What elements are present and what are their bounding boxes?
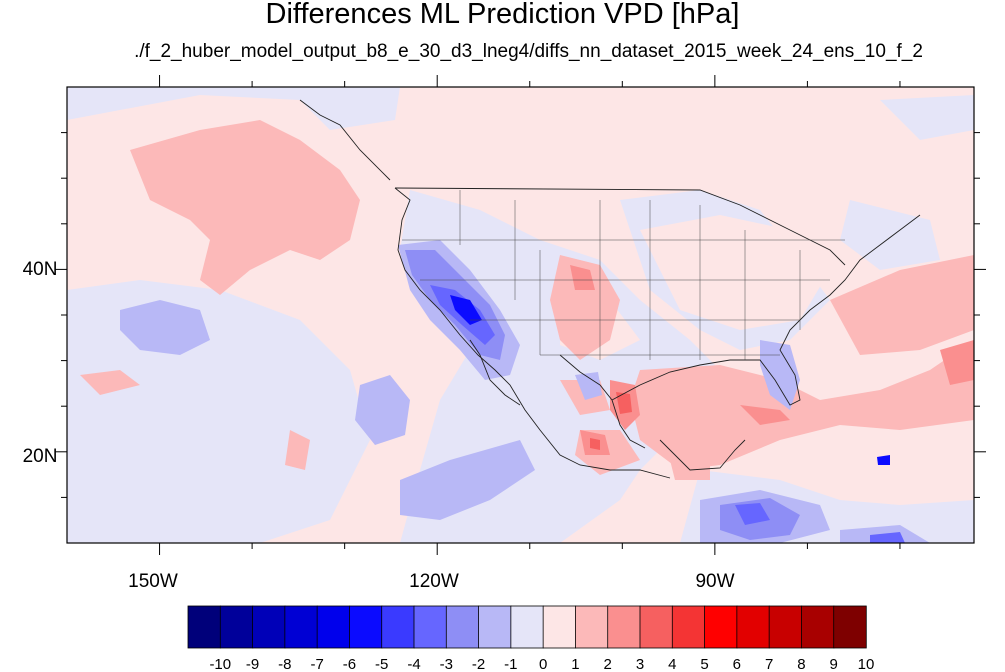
colorbar-swatch xyxy=(607,605,641,649)
colorbar-label: -6 xyxy=(343,656,356,672)
colorbar-swatch xyxy=(639,605,673,649)
colorbar-swatch xyxy=(801,605,835,649)
plot-subtitle: ./f_2_huber_model_output_b8_e_30_d3_lneg… xyxy=(134,41,923,62)
colorbar-label: 3 xyxy=(636,656,644,672)
colorbar-label: 9 xyxy=(830,656,838,672)
positive-4-regions xyxy=(590,392,632,450)
colorbar xyxy=(187,605,867,649)
colorbar-label: 2 xyxy=(604,656,612,672)
colorbar-label: 4 xyxy=(668,656,676,672)
colorbar-label: -5 xyxy=(375,656,388,672)
colorbar-label: -8 xyxy=(278,656,291,672)
colorbar-label: 5 xyxy=(700,656,708,672)
axis-ticks xyxy=(55,75,986,555)
colorbar-swatch xyxy=(575,605,609,649)
colorbar-swatch xyxy=(445,605,480,649)
colorbar-label: 7 xyxy=(765,656,773,672)
lon-label-120w: 120W xyxy=(409,571,459,592)
colorbar-swatch xyxy=(413,605,447,649)
colorbar-label: -9 xyxy=(246,656,259,672)
lon-label-150w: 150W xyxy=(128,571,178,592)
colorbar-swatch xyxy=(542,605,577,649)
colorbar-swatch xyxy=(381,605,415,649)
colorbar-swatch xyxy=(187,605,221,649)
state-borders xyxy=(402,190,845,360)
colorbar-label: 8 xyxy=(797,656,805,672)
colorbar-swatch xyxy=(478,605,512,649)
colorbar-swatch xyxy=(252,605,286,649)
colorbar-label: 0 xyxy=(539,656,547,672)
coastlines xyxy=(299,99,921,479)
plot-title: Differences ML Prediction VPD [hPa] xyxy=(265,0,740,30)
colorbar-swatch xyxy=(316,605,351,649)
colorbar-label: -3 xyxy=(440,656,453,672)
map-field xyxy=(67,87,974,543)
colorbar-label: -7 xyxy=(310,656,323,672)
negative-5-regions xyxy=(450,295,890,465)
colorbar-label: 1 xyxy=(571,656,579,672)
lat-label-20n: 20N xyxy=(23,446,58,467)
colorbar-label: 10 xyxy=(858,656,875,672)
colorbar-swatch xyxy=(219,605,254,649)
lon-label-90w: 90W xyxy=(695,571,734,592)
colorbar-label: -10 xyxy=(209,656,231,672)
colorbar-swatch xyxy=(284,605,318,649)
lat-label-40n: 40N xyxy=(23,259,58,280)
colorbar-swatch xyxy=(671,605,706,649)
colorbar-swatch xyxy=(704,605,738,649)
colorbar-swatch xyxy=(349,605,383,649)
colorbar-swatch xyxy=(510,605,544,649)
axis-labels: 150W 120W 90W 40N 20N xyxy=(23,259,735,592)
colorbar-label: -1 xyxy=(504,656,517,672)
colorbar-label: 6 xyxy=(733,656,741,672)
colorbar-label: -4 xyxy=(407,656,420,672)
colorbar-label: -2 xyxy=(472,656,485,672)
colorbar-swatch xyxy=(736,605,770,649)
colorbar-swatch xyxy=(833,605,867,649)
colorbar-labels: -10 -9 -8 -7 -6 -5 -4 -3 -2 -1 0 1 2 3 4 5 6 7 8 9 10 xyxy=(209,656,874,672)
colorbar-swatch xyxy=(768,605,803,649)
